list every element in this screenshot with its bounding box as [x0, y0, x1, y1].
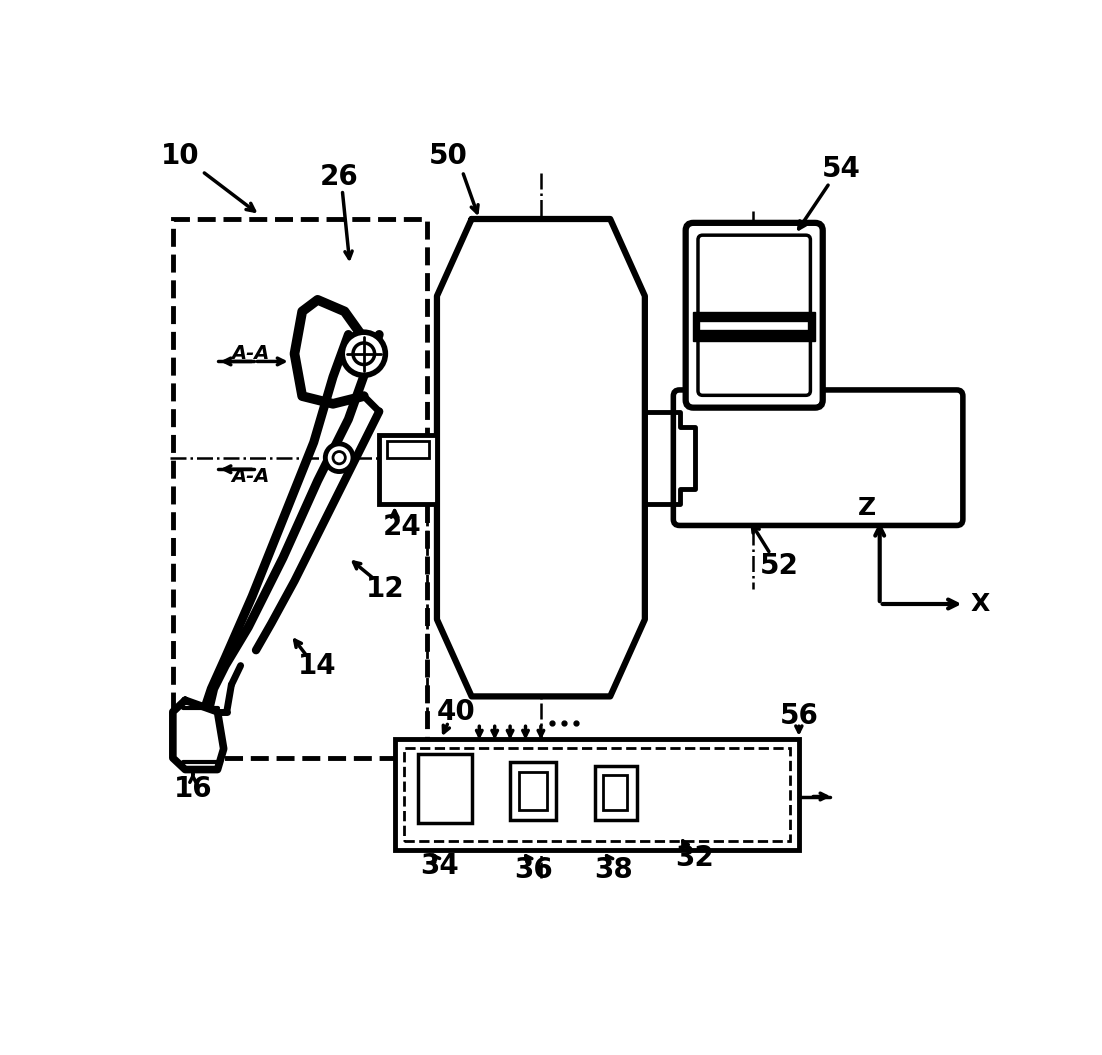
Text: 24: 24 — [382, 513, 422, 541]
Text: 50: 50 — [429, 141, 468, 170]
Text: Z: Z — [858, 496, 876, 520]
Text: 36: 36 — [514, 856, 552, 884]
Bar — [418, 754, 472, 824]
Bar — [595, 766, 637, 820]
Text: 40: 40 — [436, 697, 476, 726]
Text: 16: 16 — [173, 774, 213, 803]
Circle shape — [343, 332, 386, 376]
Text: 14: 14 — [299, 652, 337, 679]
Circle shape — [325, 444, 353, 472]
Bar — [693, 312, 815, 341]
Bar — [173, 219, 426, 757]
Text: 54: 54 — [822, 155, 861, 183]
Text: 32: 32 — [676, 844, 714, 872]
Text: 56: 56 — [779, 702, 819, 730]
Text: 52: 52 — [760, 552, 799, 579]
Polygon shape — [437, 219, 645, 696]
Text: 12: 12 — [366, 575, 404, 602]
Text: 38: 38 — [595, 856, 634, 884]
FancyBboxPatch shape — [673, 390, 963, 525]
Text: A-A: A-A — [231, 344, 270, 363]
Bar — [395, 738, 799, 850]
Text: 26: 26 — [320, 162, 358, 191]
Bar — [519, 772, 547, 810]
Bar — [387, 441, 430, 458]
Polygon shape — [645, 411, 695, 504]
Bar — [603, 775, 627, 810]
Bar — [510, 762, 557, 820]
Bar — [379, 435, 437, 504]
Text: A-A: A-A — [231, 467, 270, 486]
Text: 34: 34 — [420, 851, 458, 880]
FancyBboxPatch shape — [698, 235, 810, 396]
Text: 10: 10 — [161, 141, 199, 170]
Text: X: X — [970, 592, 990, 616]
Polygon shape — [173, 701, 224, 769]
Bar — [403, 748, 790, 841]
FancyBboxPatch shape — [685, 223, 823, 407]
